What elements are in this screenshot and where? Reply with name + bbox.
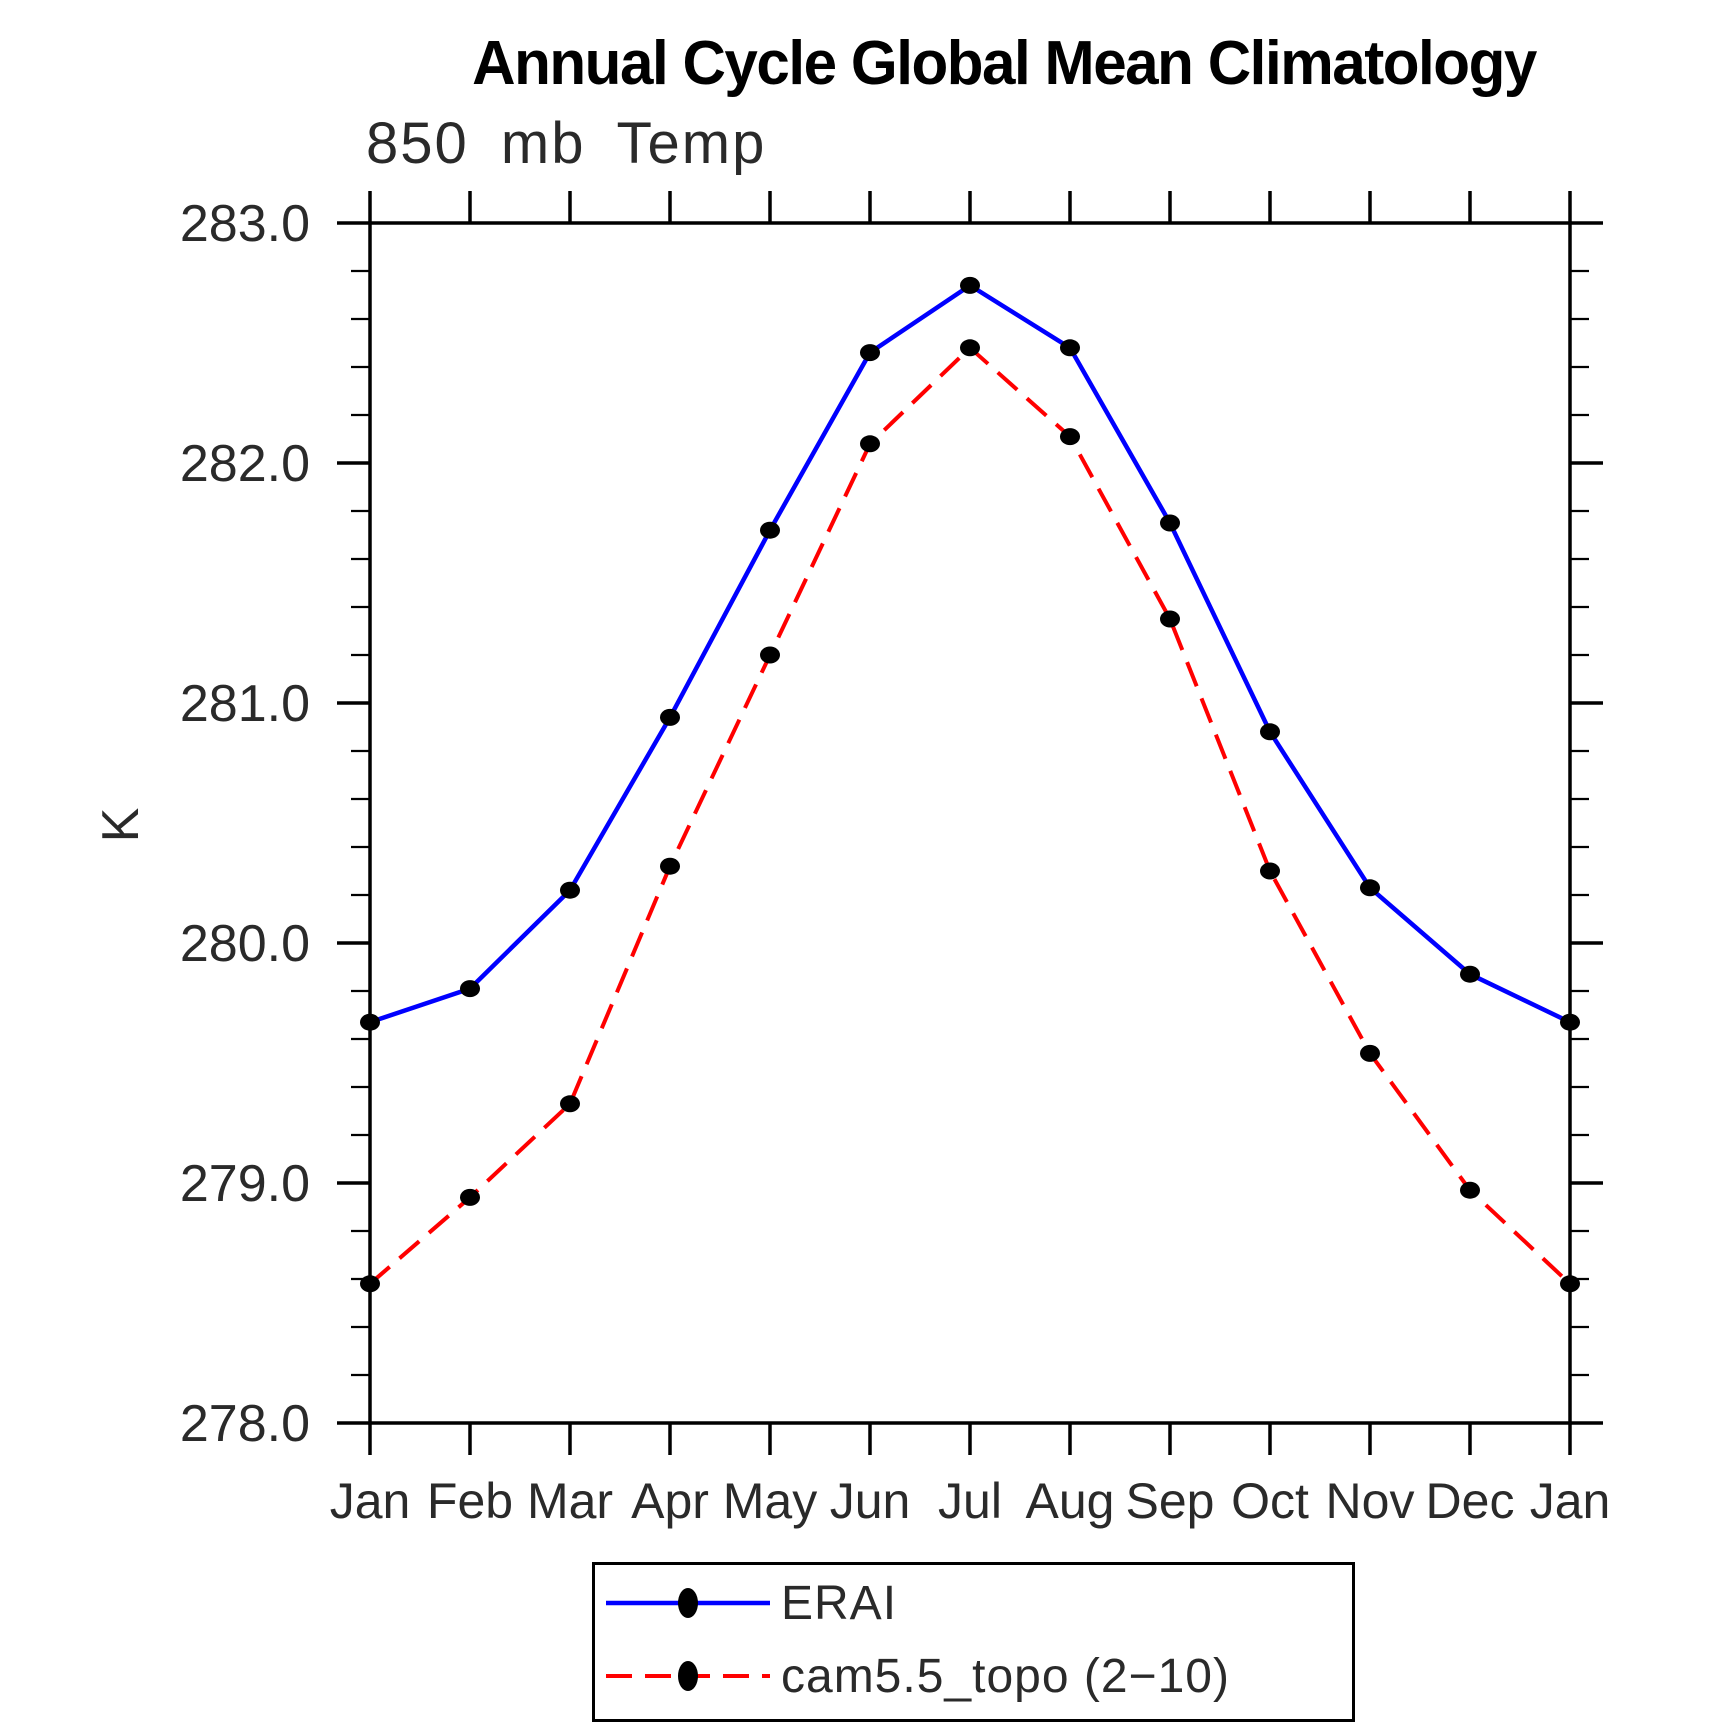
x-tick-label: Dec — [1426, 1473, 1515, 1529]
series-marker-0 — [460, 980, 480, 998]
series-marker-1 — [960, 339, 980, 357]
series-marker-1 — [1360, 1044, 1380, 1062]
chart-title: Annual Cycle Global Mean Climatology — [472, 29, 1537, 98]
series-marker-0 — [1360, 879, 1380, 897]
series-marker-1 — [360, 1275, 380, 1293]
series-marker-0 — [1460, 965, 1480, 983]
x-tick-label: Sep — [1126, 1473, 1215, 1529]
x-tick-label: May — [723, 1473, 817, 1529]
x-tick-label: Oct — [1231, 1473, 1309, 1529]
plot-frame — [368, 221, 1572, 1425]
series-marker-1 — [1460, 1181, 1480, 1199]
y-tick-label: 281.0 — [180, 675, 310, 733]
x-tick-label: Jun — [830, 1473, 911, 1529]
series-marker-0 — [960, 276, 980, 294]
series-marker-0 — [1560, 1013, 1580, 1031]
x-tick-label: Aug — [1026, 1473, 1115, 1529]
legend-box: ERAI cam5.5_topo (2−10) — [592, 1562, 1355, 1722]
y-tick-label: 280.0 — [180, 915, 310, 973]
legend-label-cam: cam5.5_topo (2−10) — [781, 1649, 1230, 1703]
series-marker-0 — [1160, 514, 1180, 532]
series-marker-0 — [360, 1013, 380, 1031]
series-line-1 — [368, 345, 1572, 1286]
x-tick-label: Jul — [938, 1473, 1002, 1529]
series-marker-1 — [1260, 862, 1280, 880]
x-tick-label: Feb — [427, 1473, 513, 1529]
legend-row-erai: ERAI — [600, 1575, 897, 1631]
x-tick-label: Jan — [1530, 1473, 1611, 1529]
legend-sample-marker-1 — [678, 1661, 698, 1691]
legend-line-sample-cam — [606, 1661, 770, 1691]
series-marker-1 — [1160, 610, 1180, 628]
chart-subtitle: 850 mb Temp — [366, 111, 767, 176]
y-axis-title: K — [92, 807, 150, 843]
x-tick-label: Apr — [631, 1473, 709, 1529]
series-marker-1 — [460, 1188, 480, 1206]
legend-line-sample-erai — [606, 1588, 770, 1618]
series-line-0 — [369, 282, 1571, 1025]
series-marker-1 — [1560, 1275, 1580, 1293]
series-marker-0 — [1060, 339, 1080, 357]
series-marker-0 — [660, 708, 680, 726]
legend-sample-marker-0 — [678, 1588, 698, 1618]
series-marker-1 — [860, 435, 880, 453]
series-marker-0 — [560, 881, 580, 899]
series-marker-1 — [660, 857, 680, 875]
y-tick-label: 278.0 — [180, 1395, 310, 1453]
series-marker-1 — [1060, 428, 1080, 446]
legend-label-erai: ERAI — [781, 1576, 898, 1630]
x-tick-label: Jan — [330, 1473, 411, 1529]
x-tick-label: Nov — [1326, 1473, 1415, 1529]
x-tick-label: Mar — [527, 1473, 613, 1529]
series-marker-0 — [760, 521, 780, 539]
legend-row-cam: cam5.5_topo (2−10) — [600, 1648, 1230, 1704]
y-tick-label: 283.0 — [180, 195, 310, 253]
y-tick-label: 279.0 — [180, 1155, 310, 1213]
series-marker-1 — [760, 646, 780, 664]
series-marker-0 — [860, 344, 880, 362]
series-marker-0 — [1260, 723, 1280, 741]
y-tick-label: 282.0 — [180, 435, 310, 493]
series-marker-1 — [560, 1095, 580, 1113]
